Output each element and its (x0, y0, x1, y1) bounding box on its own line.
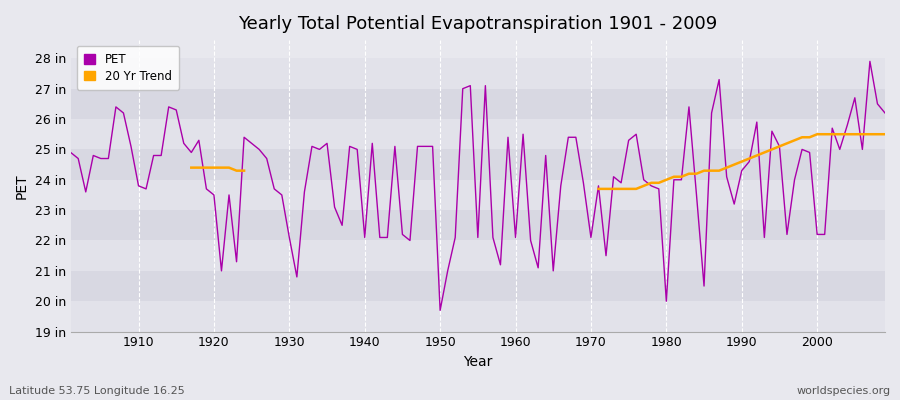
20 Yr Trend (238, 168, 249, 173)
Bar (71, 89, 885, 119)
Line: PET: PET (71, 61, 885, 310)
Bar (71, 240, 885, 271)
PET (608, 174, 619, 179)
X-axis label: Year: Year (464, 355, 492, 369)
20 Yr Trend (209, 165, 220, 170)
Bar (71, 58, 885, 89)
Bar (71, 180, 885, 210)
Title: Yearly Total Potential Evapotranspiration 1901 - 2009: Yearly Total Potential Evapotranspiratio… (238, 15, 717, 33)
PET (518, 132, 528, 137)
PET (126, 144, 137, 149)
20 Yr Trend (223, 165, 234, 170)
Text: worldspecies.org: worldspecies.org (796, 386, 891, 396)
20 Yr Trend (186, 165, 197, 170)
20 Yr Trend (231, 168, 242, 173)
Bar (71, 301, 885, 332)
20 Yr Trend (194, 165, 204, 170)
PET (879, 110, 890, 115)
Line: 20 Yr Trend: 20 Yr Trend (192, 168, 244, 171)
Bar (71, 210, 885, 240)
PET (865, 59, 876, 64)
Bar (71, 150, 885, 180)
PET (337, 223, 347, 228)
PET (66, 150, 77, 155)
PET (510, 235, 521, 240)
Bar (71, 119, 885, 150)
Text: Latitude 53.75 Longitude 16.25: Latitude 53.75 Longitude 16.25 (9, 386, 184, 396)
PET (292, 274, 302, 279)
20 Yr Trend (216, 165, 227, 170)
Bar (71, 271, 885, 301)
Y-axis label: PET: PET (15, 173, 29, 199)
PET (435, 308, 446, 313)
Legend: PET, 20 Yr Trend: PET, 20 Yr Trend (76, 46, 179, 90)
20 Yr Trend (201, 165, 212, 170)
